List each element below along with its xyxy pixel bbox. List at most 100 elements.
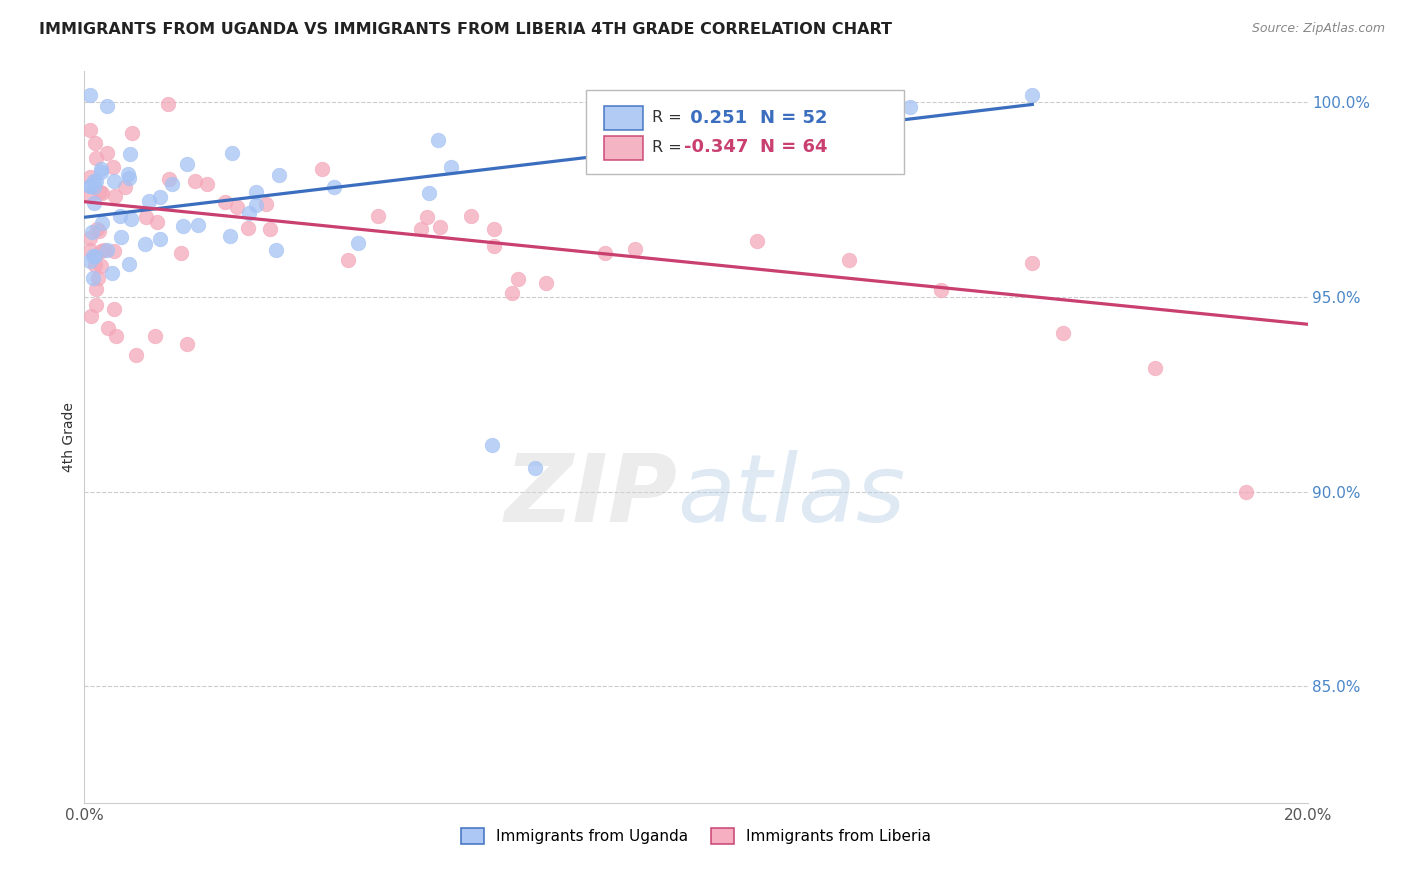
Point (83, 196, 105, 211)
Point (654, 96, 676, 111)
FancyBboxPatch shape (605, 106, 644, 130)
Point (91, 216, 114, 230)
Point (226, 200, 249, 214)
Point (323, 179, 346, 194)
Text: R =: R = (652, 140, 682, 155)
Point (84, 298, 107, 312)
Text: R =: R = (652, 111, 682, 125)
Point (259, 222, 281, 236)
Point (110, 230, 132, 244)
Point (79, 122, 101, 136)
Legend: Immigrants from Uganda, Immigrants from Liberia: Immigrants from Uganda, Immigrants from … (454, 822, 938, 850)
Text: N = 52: N = 52 (759, 109, 827, 127)
FancyBboxPatch shape (605, 136, 644, 160)
Point (114, 180, 136, 194)
Point (149, 190, 172, 204)
Point (79, 188, 101, 202)
Point (409, 221, 432, 235)
Point (176, 336, 198, 351)
Point (807, 112, 830, 127)
Point (1021, 256, 1043, 270)
Point (79, 179, 101, 194)
Point (103, 301, 125, 316)
Point (336, 252, 359, 267)
Point (117, 167, 139, 181)
Point (134, 237, 156, 252)
Text: ZIP: ZIP (505, 450, 678, 541)
Point (84, 282, 107, 296)
Point (87, 270, 110, 285)
Point (367, 209, 389, 223)
Point (221, 146, 243, 161)
Point (157, 171, 180, 186)
Point (118, 170, 141, 185)
Point (79, 253, 101, 268)
Point (1143, 360, 1166, 375)
Text: N = 64: N = 64 (759, 138, 827, 156)
Point (96, 243, 118, 257)
Point (84, 136, 107, 150)
Point (80, 310, 103, 324)
Point (79, 178, 101, 193)
Point (172, 219, 194, 234)
Point (118, 257, 141, 271)
Text: atlas: atlas (678, 450, 905, 541)
Point (121, 126, 143, 140)
Point (416, 211, 439, 225)
Point (91, 186, 114, 201)
Point (79, 231, 101, 245)
Point (1236, 484, 1258, 499)
Point (143, 329, 166, 343)
Point (120, 146, 142, 161)
Point (170, 245, 193, 260)
Point (176, 157, 198, 171)
Point (460, 209, 482, 223)
Point (79, 169, 101, 184)
Point (120, 211, 142, 226)
Point (508, 271, 530, 285)
Point (83, 179, 105, 194)
Point (80, 225, 103, 239)
Text: Source: ZipAtlas.com: Source: ZipAtlas.com (1251, 22, 1385, 36)
Point (311, 161, 333, 176)
Point (79, 87, 101, 102)
Point (267, 168, 290, 182)
Point (481, 438, 503, 452)
Point (898, 100, 921, 114)
Point (502, 286, 524, 301)
Point (245, 198, 267, 212)
Point (84, 249, 107, 263)
Point (838, 252, 860, 267)
Point (90, 162, 112, 177)
Point (79, 243, 101, 257)
Point (96, 146, 118, 161)
Point (135, 211, 157, 225)
Point (218, 228, 240, 243)
Point (90, 244, 112, 259)
Point (536, 276, 558, 290)
Point (96, 99, 118, 113)
Point (184, 173, 207, 187)
Point (595, 246, 617, 260)
Point (83, 174, 105, 188)
Point (84, 151, 107, 165)
Point (146, 214, 169, 228)
Point (245, 185, 267, 199)
Point (103, 244, 125, 258)
Point (101, 266, 124, 280)
Point (214, 195, 236, 210)
Point (82, 271, 104, 285)
Point (624, 242, 647, 256)
Point (238, 206, 260, 220)
Point (429, 219, 451, 234)
Point (103, 174, 125, 188)
Point (90, 259, 112, 273)
Point (195, 177, 218, 191)
Point (523, 461, 546, 475)
Point (160, 178, 183, 192)
Point (440, 160, 463, 174)
Point (138, 194, 160, 208)
Point (84, 174, 107, 188)
Point (93, 244, 115, 258)
Point (90, 165, 112, 179)
